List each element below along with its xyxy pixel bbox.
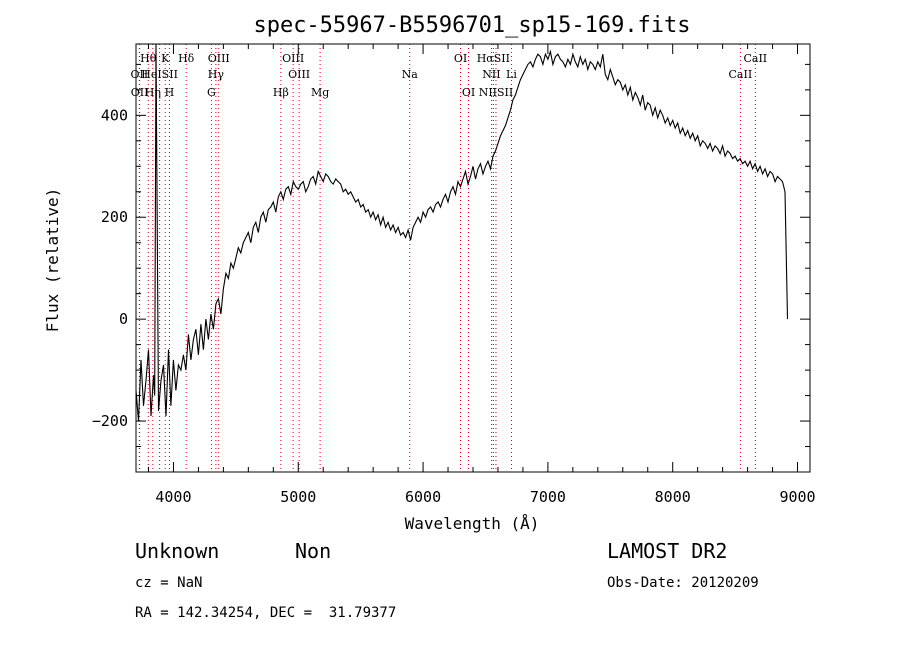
y-tick-label: 0 [119,310,128,328]
obs-date-text: Obs-Date: 20120209 [607,575,759,591]
spectral-line-label: H [165,86,175,99]
x-tick-label: 9000 [779,488,815,506]
spectral-line-label: CaII [729,68,753,81]
spectral-line-label: Hθ [140,52,157,65]
spectral-line-label: Hβ [273,86,289,99]
spectral-line-label: G [207,86,216,99]
x-axis-label: Wavelength (Å) [405,514,540,533]
spectral-line-label: CaII [743,52,767,65]
coordinates-text: RA = 142.34254, DEC = 31.79377 [135,605,397,621]
y-axis-label: Flux (relative) [43,188,62,333]
x-tick-label: 8000 [655,488,691,506]
spectral-line-label: Hη [145,86,161,99]
spectral-line-label: OIII [208,52,230,65]
y-tick-label: 200 [101,208,128,226]
x-tick-label: 6000 [405,488,441,506]
x-axis-ticks: 4000 5000 6000 7000 8000 9000 [147,44,816,506]
y-tick-label: −200 [92,412,128,430]
spectral-line-label: OII [131,86,149,99]
spectral-line-label: HαSII [477,52,510,65]
y-tick-label: 400 [101,106,128,124]
spectral-line-label: HeISII [141,68,178,81]
y-axis-ticks: −200 0 200 400 [92,63,810,473]
spectral-line-label: Mg [311,86,329,99]
spectral-line-label: K [161,52,170,65]
spectral-line-label: NIISII [479,86,514,99]
classification-text: Unknown [135,539,220,563]
redshift-text: cz = NaN [135,575,203,591]
spectral-line-label: Hγ [208,68,225,81]
spectral-line-label: NII [482,68,500,81]
spectral-line-label: Hδ [178,52,195,65]
survey-text: LAMOST DR2 [607,539,728,563]
x-tick-label: 7000 [530,488,566,506]
x-tick-label: 5000 [280,488,316,506]
spectral-line-label: OIII [288,68,310,81]
spectral-line-label: Na [402,68,419,81]
spectral-line-markers [138,44,756,472]
subclass-text: Non [295,539,332,563]
plot-frame [135,43,811,473]
x-tick-label: 4000 [155,488,191,506]
spectral-line-label: OIII [282,52,304,65]
chart-title: spec-55967-B5596701_sp15-169.fits [253,13,690,38]
spectral-line-label: OII [131,68,149,81]
spectral-line-label: OI [454,52,467,65]
spectral-line-label: OI [462,86,475,99]
spectrum-trace [135,43,789,422]
spectral-line-label: Li [506,68,517,81]
